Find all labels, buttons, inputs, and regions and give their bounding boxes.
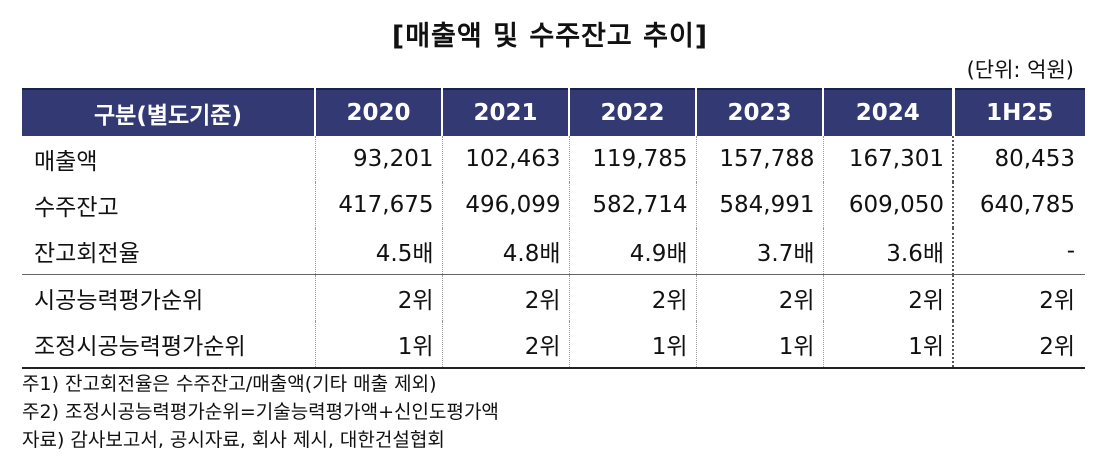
table-cell: 157,788: [696, 136, 824, 182]
table-cell: -: [953, 228, 1085, 275]
table-cell: 417,675: [315, 182, 443, 228]
row-label: 시공능력평가순위: [22, 274, 316, 321]
table-cell: 2위: [442, 274, 570, 321]
table-cell: 2위: [1039, 288, 1075, 314]
table-cell: 167,301: [823, 136, 954, 182]
table-cell: 1위: [696, 321, 824, 369]
table-row: 잔고회전율 4.5배 4.8배 4.9배 3.7배 3.6배 -: [22, 228, 1085, 275]
table-cell: 582,714: [569, 182, 697, 228]
table-row: 시공능력평가순위 2위 2위 2위 2위 2위 2위: [22, 274, 1085, 321]
row-label: 잔고회전율: [22, 228, 316, 275]
table-cell: 609,050: [823, 182, 954, 228]
table-cell: 3.6배: [823, 228, 954, 275]
unit-label: (단위: 억원): [966, 58, 1074, 82]
table-row: 수주잔고 417,675 496,099 582,714 584,991 609…: [22, 182, 1085, 228]
table-cell: 2위: [953, 321, 1085, 369]
table-cell: 2위: [315, 274, 443, 321]
table-cell: 1위: [569, 321, 697, 369]
table-cell: 1위: [315, 321, 443, 369]
footnote: 주2) 조정시공능력평가순위=기술능력평가액+신인도평가액: [22, 401, 499, 423]
row-label: 조정시공능력평가순위: [22, 321, 316, 369]
table-cell: 2위: [823, 274, 954, 321]
footnotes: 주1) 잔고회전율은 수주잔고/매출액(기타 매출 제외) 주2) 조정시공능력…: [22, 370, 499, 454]
table-cell: 4.9배: [569, 228, 697, 275]
header-half-year: 1H25: [953, 89, 1085, 136]
header-year: 2023: [696, 89, 824, 136]
table-cell: 2위: [442, 321, 570, 369]
table-row: 조정시공능력평가순위 1위 2위 1위 1위 1위 2위: [22, 321, 1085, 369]
table-cell: 640,785: [979, 192, 1075, 218]
revenue-backlog-table: 구분(별도기준) 2020 2021 2022 2023 2024 1H25 매…: [22, 88, 1085, 369]
row-label: 매출액: [22, 136, 316, 182]
header-year: 2022: [569, 89, 697, 136]
table-cell: 584,991: [696, 182, 824, 228]
footnote: 주1) 잔고회전율은 수주잔고/매출액(기타 매출 제외): [22, 373, 437, 395]
table-title: [매출액 및 수주잔고 추이]: [391, 21, 709, 52]
table-cell: 4.8배: [442, 228, 570, 275]
header-row: 구분(별도기준) 2020 2021 2022 2023 2024 1H25: [22, 89, 1085, 136]
table-cell: 102,463: [442, 136, 570, 182]
header-category: 구분(별도기준): [22, 89, 316, 136]
table-cell: 119,785: [569, 136, 697, 182]
table-cell: 2위: [696, 274, 824, 321]
table-cell: 496,099: [442, 182, 570, 228]
row-label: 수주잔고: [22, 182, 316, 228]
header-year: 2024: [823, 89, 955, 136]
source-note: 자료) 감사보고서, 공시자료, 회사 제시, 대한건설협회: [22, 429, 445, 451]
header-year: 2021: [442, 89, 570, 136]
header-year: 2020: [315, 89, 443, 136]
table-cell: 1위: [823, 321, 954, 369]
table-cell: 80,453: [994, 146, 1075, 172]
table-row: 매출액 93,201 102,463 119,785 157,788 167,3…: [22, 136, 1085, 182]
table-cell: 93,201: [315, 136, 443, 182]
table-cell: 4.5배: [315, 228, 443, 275]
table-cell: 3.7배: [696, 228, 824, 275]
table-cell: 2위: [569, 274, 697, 321]
